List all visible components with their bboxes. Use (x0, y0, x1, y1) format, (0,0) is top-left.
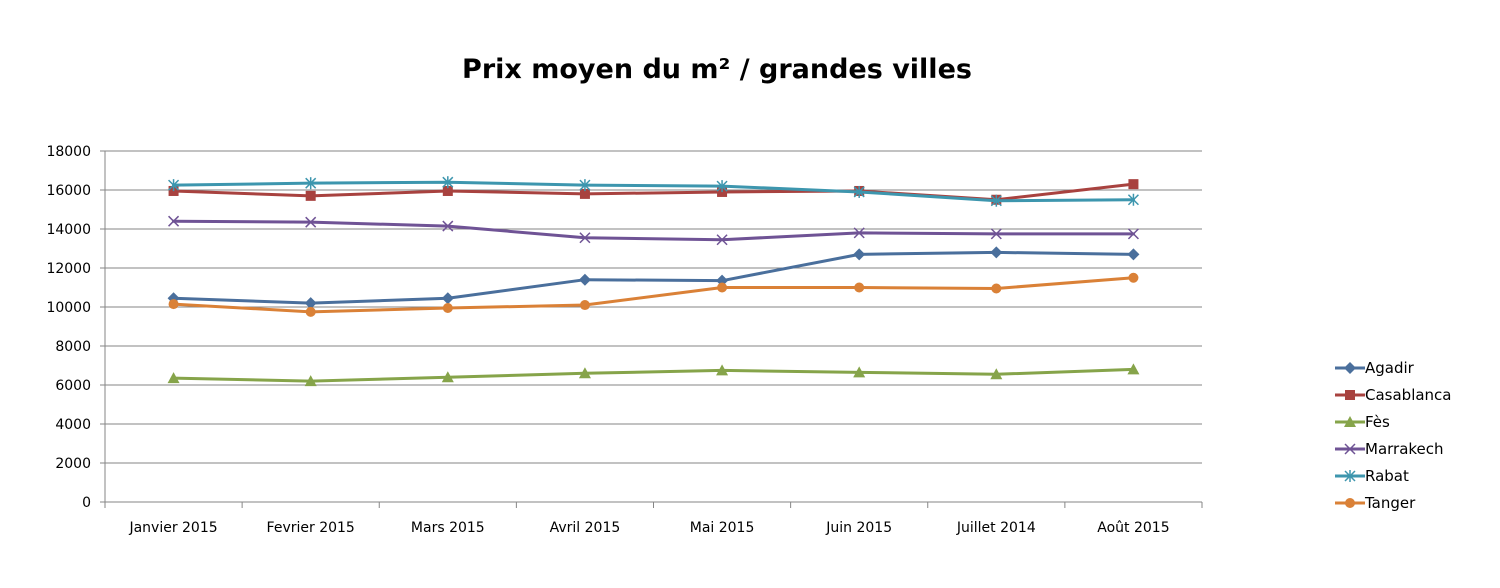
data-point (853, 366, 866, 378)
data-point (579, 179, 591, 192)
axes: 0 2000 4000 6000 8000 10000 12000 14000 16000 180… (46, 144, 1203, 536)
data-point (168, 299, 179, 310)
series-fès (167, 363, 1140, 387)
data-point (168, 215, 180, 227)
data-point (442, 176, 454, 189)
series-line (172, 180, 1135, 203)
data-point (1127, 363, 1140, 375)
data-point (1127, 193, 1139, 206)
x-tick-label: Fevrier 2015 (267, 520, 355, 536)
data-point (305, 306, 316, 317)
y-tick-label: 14000 (46, 222, 91, 238)
data-point (990, 368, 1003, 380)
data-point (579, 232, 591, 244)
data-point (1128, 179, 1139, 190)
chart-title: Prix moyen du m² / grandes villes (462, 54, 972, 85)
data-point (441, 371, 454, 383)
series-marrakech (168, 215, 1139, 246)
y-tick-label: 6000 (55, 378, 91, 394)
data-point (854, 282, 865, 293)
data-point (442, 302, 453, 313)
series-rabat (168, 176, 1139, 207)
data-point (579, 300, 590, 311)
legend-label: Agadir (1365, 359, 1415, 377)
series-agadir (167, 246, 1140, 310)
data-point (991, 283, 1002, 294)
data-point (442, 220, 454, 232)
gridlines (105, 150, 1202, 464)
legend-label: Rabat (1365, 467, 1409, 485)
data-point (853, 185, 865, 198)
data-point (990, 228, 1002, 240)
legend-marker (1344, 470, 1356, 482)
x-tick-label: Janvier 2015 (128, 520, 217, 536)
x-tick-label: Août 2015 (1097, 520, 1169, 536)
data-point (304, 375, 317, 387)
series-line (172, 250, 1135, 305)
y-tick-label: 16000 (46, 183, 91, 199)
y-tick-label: 10000 (46, 300, 91, 316)
data-point (990, 194, 1002, 207)
data-point (853, 227, 865, 239)
data-point (578, 273, 591, 286)
data-point (305, 190, 316, 201)
x-tick-label: Mars 2015 (411, 520, 485, 536)
legend-item: Rabat (1335, 467, 1409, 485)
legend-marker (1344, 416, 1356, 427)
legend-label: Fès (1365, 413, 1390, 431)
series-line (172, 276, 1135, 314)
data-point (1127, 228, 1139, 240)
data-point (717, 282, 728, 293)
legend-label: Marrakech (1365, 440, 1444, 458)
legend-item: Marrakech (1335, 440, 1444, 458)
y-tick-label: 18000 (46, 144, 91, 160)
series-line (172, 367, 1135, 383)
data-point (716, 364, 729, 376)
legend-item: Casablanca (1335, 386, 1452, 404)
data-point (579, 188, 590, 199)
data-point (1127, 248, 1140, 261)
x-tick-label: Juin 2015 (825, 520, 892, 536)
x-tick-label: Mai 2015 (690, 520, 755, 536)
data-point (305, 177, 317, 190)
legend-label: Casablanca (1365, 386, 1452, 404)
legend-label: Tanger (1364, 494, 1416, 512)
x-tick-label: Juillet 2014 (956, 520, 1036, 536)
y-tick-label: 8000 (55, 339, 91, 355)
series-tanger (168, 272, 1139, 317)
y-tick-label: 12000 (46, 261, 91, 277)
legend-item: Agadir (1335, 359, 1415, 377)
data-point (304, 297, 317, 310)
y-tick-label: 4000 (55, 417, 91, 433)
data-point (716, 234, 728, 246)
data-point (168, 179, 180, 192)
data-point (853, 248, 866, 261)
legend-marker (1345, 390, 1355, 400)
legend-marker (1344, 362, 1356, 374)
legend-item: Fès (1335, 413, 1390, 431)
data-point (442, 185, 453, 196)
legend: Agadir Casablanca Fès Marrakech Rabat Tanger (1335, 359, 1452, 512)
data-point (167, 372, 180, 384)
y-tick-label: 2000 (55, 456, 91, 472)
data-point (578, 367, 591, 379)
data-point (990, 246, 1003, 259)
legend-marker (1344, 443, 1356, 455)
y-tick-label: 0 (82, 495, 91, 511)
data-point (1128, 272, 1139, 283)
data-point (716, 180, 728, 193)
series-line (172, 219, 1135, 242)
series-group (167, 176, 1140, 387)
x-tick-label: Avril 2015 (550, 520, 621, 536)
legend-item: Tanger (1335, 494, 1416, 512)
legend-marker (1345, 498, 1355, 508)
data-point (305, 216, 317, 228)
data-point (441, 292, 454, 305)
